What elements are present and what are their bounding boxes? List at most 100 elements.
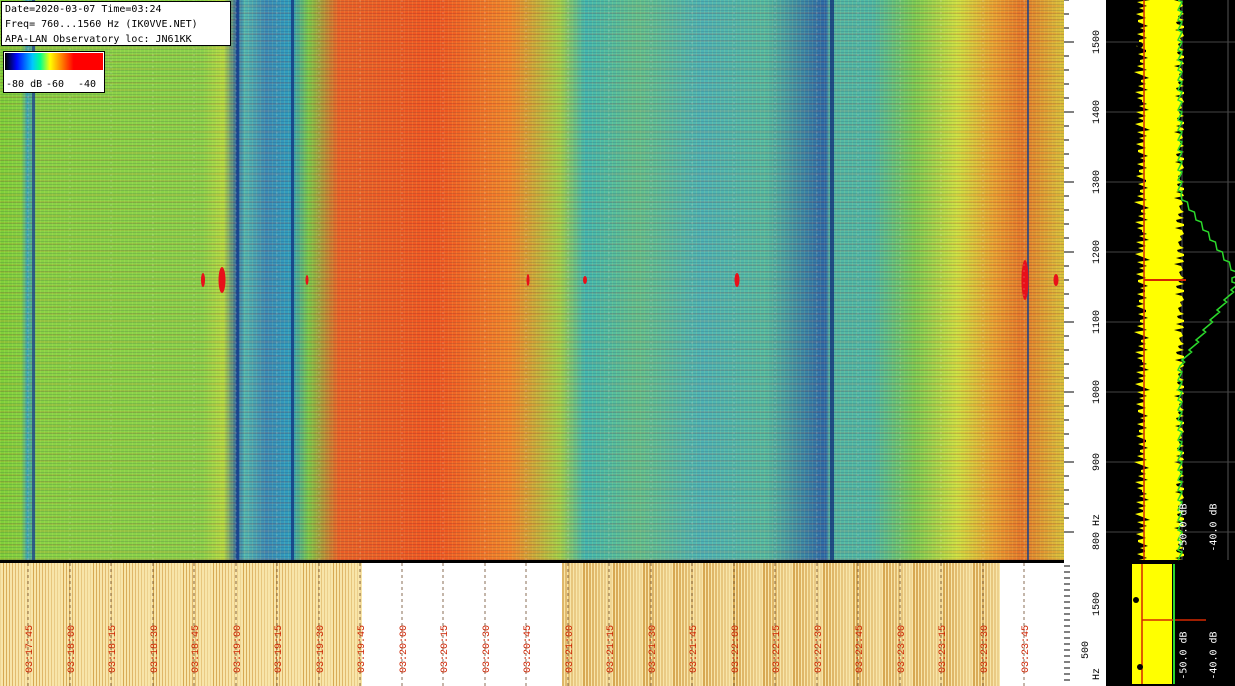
strip-activity-line bbox=[742, 563, 744, 686]
time-tick-label: 03:17:45 bbox=[25, 625, 36, 673]
strip-activity-line bbox=[252, 563, 253, 686]
time-tick-label: 03:18:15 bbox=[108, 625, 119, 673]
strip-unit: Hz bbox=[1092, 668, 1103, 680]
strip-activity-line bbox=[628, 563, 630, 686]
strip-activity-line bbox=[739, 563, 741, 686]
strip-activity-line bbox=[321, 563, 322, 686]
strip-activity-line bbox=[336, 563, 337, 686]
dark-column bbox=[236, 0, 239, 560]
strip-activity-line bbox=[706, 563, 708, 686]
strip-activity-line bbox=[757, 563, 759, 686]
strip-activity-line bbox=[294, 563, 295, 686]
strip-activity-line bbox=[835, 563, 837, 686]
strip-activity-line bbox=[9, 563, 10, 686]
strip-activity-line bbox=[649, 563, 651, 686]
strip-activity-line bbox=[769, 563, 771, 686]
spectrum-dot bbox=[1137, 42, 1143, 48]
strip-activity-line bbox=[712, 563, 714, 686]
strip-activity-line bbox=[183, 563, 184, 686]
time-tick-label: 03:18:00 bbox=[67, 625, 78, 673]
time-tick-label: 03:23:30 bbox=[980, 625, 991, 673]
strip-activity-line bbox=[850, 563, 852, 686]
strip-activity bbox=[562, 563, 1000, 686]
strip-activity-line bbox=[853, 563, 855, 686]
strip-activity-line bbox=[928, 563, 930, 686]
strip-activity-line bbox=[198, 563, 199, 686]
strip-activity-line bbox=[0, 563, 1, 686]
strip-activity-line bbox=[156, 563, 157, 686]
strip-activity-line bbox=[916, 563, 918, 686]
observatory-line: APA-LAN Observatory loc: JN61KK bbox=[5, 34, 192, 45]
strip-activity-line bbox=[862, 563, 864, 686]
strip-activity-line bbox=[703, 563, 705, 686]
strip-activity-line bbox=[841, 563, 843, 686]
strip-activity-line bbox=[324, 563, 325, 686]
strip-activity-line bbox=[604, 563, 606, 686]
time-tick-label: 03:19:30 bbox=[316, 625, 327, 673]
strip-activity bbox=[0, 563, 362, 686]
color-scale-label-a: -80 dB bbox=[6, 79, 43, 90]
strip-activity-line bbox=[351, 563, 352, 686]
frequency-tick-label: 1300 bbox=[1092, 170, 1103, 194]
strip-activity-line bbox=[30, 563, 31, 686]
time-tick-label: 03:18:45 bbox=[191, 625, 202, 673]
strip-activity-line bbox=[159, 563, 160, 686]
strip-activity-line bbox=[919, 563, 921, 686]
dark-column bbox=[291, 0, 294, 560]
strip-activity-line bbox=[282, 563, 283, 686]
strip-activity-line bbox=[273, 563, 274, 686]
strip-activity-line bbox=[36, 563, 37, 686]
carrier-blip bbox=[1021, 260, 1029, 300]
time-tick-label: 03:18:30 bbox=[150, 625, 161, 673]
strip-activity-line bbox=[66, 563, 67, 686]
strip-activity-line bbox=[189, 563, 190, 686]
strip-activity-line bbox=[622, 563, 624, 686]
strip-activity-line bbox=[60, 563, 61, 686]
strip-activity-line bbox=[210, 563, 211, 686]
strip-activity-line bbox=[988, 563, 990, 686]
strip-activity-line bbox=[634, 563, 636, 686]
strip-dot-2 bbox=[1137, 664, 1143, 670]
strip-activity-line bbox=[186, 563, 187, 686]
strip-activity-line bbox=[171, 563, 172, 686]
carrier-blip bbox=[218, 267, 226, 293]
strip-activity-line bbox=[670, 563, 672, 686]
strip-activity-line bbox=[607, 563, 609, 686]
strip-activity-line bbox=[652, 563, 654, 686]
strip-activity-line bbox=[847, 563, 849, 686]
strip-activity-line bbox=[315, 563, 316, 686]
strip-activity-line bbox=[583, 563, 585, 686]
strip-activity-line bbox=[150, 563, 151, 686]
strip-activity-line bbox=[802, 563, 804, 686]
dark-column bbox=[830, 0, 834, 560]
strip-activity-line bbox=[616, 563, 618, 686]
strip-activity-line bbox=[907, 563, 909, 686]
time-tick-label: 03:20:15 bbox=[440, 625, 451, 673]
strip-activity-line bbox=[75, 563, 76, 686]
strip-activity-line bbox=[165, 563, 166, 686]
strip-activity-line bbox=[997, 563, 999, 686]
strip-activity-line bbox=[345, 563, 346, 686]
strip-activity-line bbox=[357, 563, 358, 686]
strip-activity-line bbox=[817, 563, 819, 686]
spectrum-max-trace bbox=[1176, 0, 1235, 561]
strip-activity-line bbox=[772, 563, 774, 686]
strip-activity-line bbox=[601, 563, 603, 686]
strip-activity-line bbox=[913, 563, 915, 686]
time-tick-label: 03:19:45 bbox=[357, 625, 368, 673]
strip-activity-line bbox=[102, 563, 103, 686]
strip-activity-line bbox=[736, 563, 738, 686]
strip-activity-line bbox=[258, 563, 259, 686]
strip-activity-line bbox=[57, 563, 58, 686]
strip-activity-line bbox=[195, 563, 196, 686]
strip-activity-line bbox=[354, 563, 355, 686]
strip-spectrum-label-a: -50.0 dB bbox=[1178, 631, 1190, 680]
carrier-blip bbox=[305, 275, 309, 285]
strip-activity-line bbox=[565, 563, 567, 686]
color-scale-label-b: -60 bbox=[46, 79, 65, 90]
strip-activity-line bbox=[192, 563, 193, 686]
strip-activity-line bbox=[658, 563, 660, 686]
strip-activity-line bbox=[90, 563, 91, 686]
waterfall-separator bbox=[0, 560, 1064, 563]
strip-activity-line bbox=[574, 563, 576, 686]
